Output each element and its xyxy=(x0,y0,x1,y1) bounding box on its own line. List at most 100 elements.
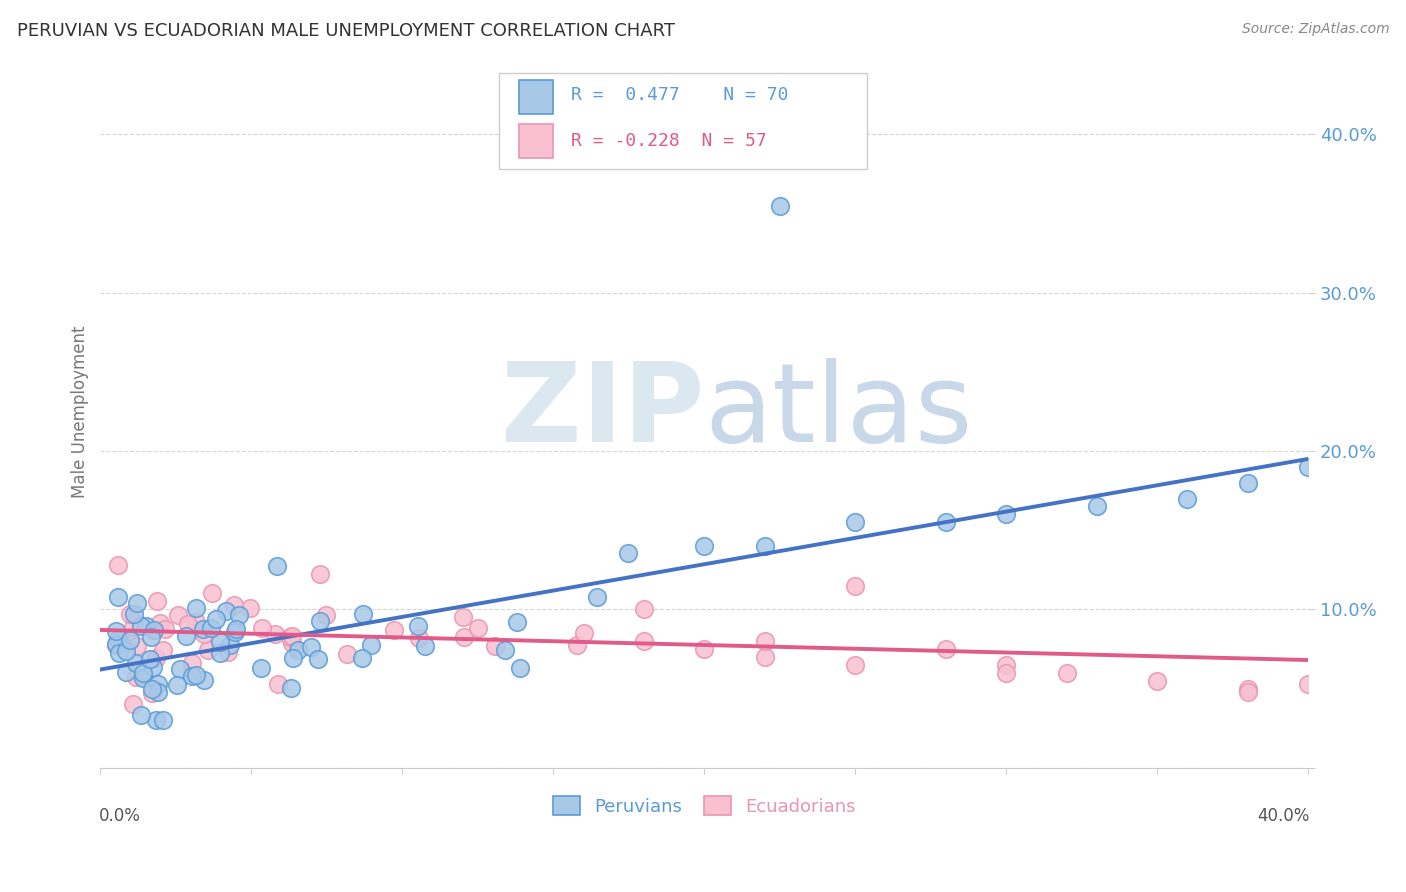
Point xyxy=(352,607,374,622)
Point xyxy=(118,633,141,648)
Point xyxy=(408,631,430,645)
Text: atlas: atlas xyxy=(704,358,973,465)
Point xyxy=(152,713,174,727)
Point xyxy=(225,623,247,637)
Point xyxy=(336,647,359,661)
Text: PERUVIAN VS ECUADORIAN MALE UNEMPLOYMENT CORRELATION CHART: PERUVIAN VS ECUADORIAN MALE UNEMPLOYMENT… xyxy=(17,22,675,40)
Point xyxy=(222,598,245,612)
Point xyxy=(408,619,430,633)
Point xyxy=(127,596,149,610)
Point xyxy=(467,621,489,635)
Point xyxy=(141,686,163,700)
Point xyxy=(132,671,155,685)
Point xyxy=(250,661,273,675)
Point xyxy=(139,630,162,644)
Point xyxy=(413,640,436,654)
Point xyxy=(754,649,776,664)
Point xyxy=(494,642,516,657)
Point xyxy=(181,669,204,683)
Point xyxy=(124,670,146,684)
Point xyxy=(146,677,169,691)
Point xyxy=(122,607,145,621)
Point xyxy=(209,647,232,661)
Legend: Peruvians, Ecuadorians: Peruvians, Ecuadorians xyxy=(546,789,863,822)
Point xyxy=(995,508,1018,522)
Point xyxy=(509,661,531,675)
Point xyxy=(197,642,219,657)
Point xyxy=(239,600,262,615)
Point xyxy=(218,638,240,652)
Text: 40.0%: 40.0% xyxy=(1257,807,1309,825)
Point xyxy=(208,635,231,649)
Point xyxy=(193,673,215,688)
Point xyxy=(307,652,329,666)
Point xyxy=(453,630,475,644)
Point xyxy=(122,620,145,634)
Point xyxy=(250,621,273,635)
Point xyxy=(287,643,309,657)
Point xyxy=(565,638,588,652)
Point xyxy=(1177,491,1199,506)
Point xyxy=(139,652,162,666)
Point xyxy=(995,657,1018,672)
Point xyxy=(754,634,776,648)
Bar xyxy=(519,124,554,159)
Point xyxy=(309,566,332,581)
Text: Source: ZipAtlas.com: Source: ZipAtlas.com xyxy=(1241,22,1389,37)
Point xyxy=(191,623,214,637)
Point xyxy=(108,632,131,647)
Point xyxy=(1296,459,1319,474)
Point xyxy=(1146,673,1168,688)
Point xyxy=(107,632,129,647)
Point xyxy=(104,624,127,638)
Point xyxy=(141,682,163,697)
Point xyxy=(215,605,238,619)
Point xyxy=(142,660,165,674)
Point xyxy=(200,621,222,635)
Point xyxy=(129,619,152,633)
Text: R =  0.477    N = 70: R = 0.477 N = 70 xyxy=(571,87,789,104)
Point xyxy=(769,198,792,212)
Point xyxy=(283,650,305,665)
Point xyxy=(145,713,167,727)
Text: ZIP: ZIP xyxy=(501,358,704,465)
FancyBboxPatch shape xyxy=(499,73,868,169)
Point xyxy=(145,594,167,608)
Point xyxy=(315,607,337,622)
Point xyxy=(184,667,207,681)
Point xyxy=(105,637,128,651)
Point xyxy=(280,629,302,643)
Point xyxy=(633,634,655,648)
Point xyxy=(1085,500,1108,514)
Point xyxy=(309,614,332,628)
Point xyxy=(844,657,866,672)
Point xyxy=(586,591,609,605)
Point xyxy=(205,612,228,626)
Point xyxy=(617,546,640,560)
Point xyxy=(693,642,716,657)
Point xyxy=(572,626,595,640)
Point xyxy=(217,645,239,659)
Point xyxy=(146,685,169,699)
Point xyxy=(167,607,190,622)
Point xyxy=(224,624,246,639)
Point xyxy=(360,638,382,652)
Point xyxy=(152,643,174,657)
Point xyxy=(107,558,129,572)
Point xyxy=(145,651,167,665)
Point xyxy=(1237,684,1260,698)
Text: R = -0.228  N = 57: R = -0.228 N = 57 xyxy=(571,132,768,150)
Point xyxy=(280,681,302,696)
Point xyxy=(143,624,166,638)
Point xyxy=(120,607,142,621)
Y-axis label: Male Unemployment: Male Unemployment xyxy=(72,326,89,498)
Point xyxy=(132,665,155,680)
Bar xyxy=(519,79,554,114)
Point xyxy=(451,610,474,624)
Point xyxy=(266,559,288,574)
Point xyxy=(693,539,716,553)
Point xyxy=(935,515,957,529)
Point xyxy=(193,627,215,641)
Point xyxy=(104,637,127,651)
Point xyxy=(181,657,204,671)
